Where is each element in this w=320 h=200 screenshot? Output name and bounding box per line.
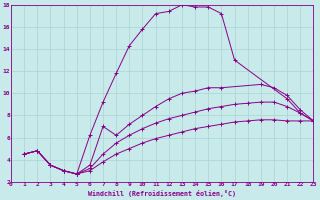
- X-axis label: Windchill (Refroidissement éolien,°C): Windchill (Refroidissement éolien,°C): [88, 190, 236, 197]
